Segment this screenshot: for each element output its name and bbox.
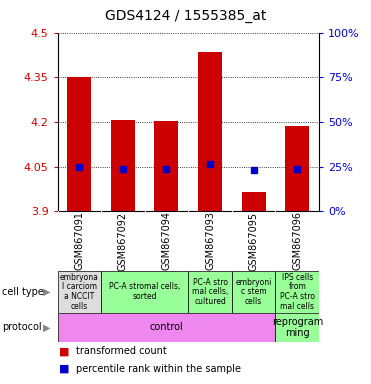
Text: IPS cells
from
PC-A stro
mal cells: IPS cells from PC-A stro mal cells (280, 273, 315, 311)
Text: percentile rank within the sample: percentile rank within the sample (76, 364, 241, 374)
Bar (101, 271, 188, 313)
Text: PC-A stromal cells,
sorted: PC-A stromal cells, sorted (109, 283, 180, 301)
Text: GSM867095: GSM867095 (249, 212, 259, 270)
Text: cell type: cell type (2, 287, 44, 297)
Text: ▶: ▶ (43, 287, 50, 297)
Text: embryoni
c stem
cells: embryoni c stem cells (236, 278, 272, 306)
Bar (111, 120, 135, 211)
Text: reprogram
ming: reprogram ming (272, 316, 323, 338)
Text: control: control (150, 322, 183, 333)
Text: embryona
l carciom
a NCCIT
cells: embryona l carciom a NCCIT cells (60, 273, 99, 311)
Text: protocol: protocol (2, 322, 42, 333)
Text: PC-A stro
mal cells,
cultured: PC-A stro mal cells, cultured (192, 278, 228, 306)
Bar (275, 271, 319, 313)
Bar (154, 121, 178, 211)
Bar (242, 192, 266, 211)
Bar (58, 313, 276, 342)
Text: GSM867096: GSM867096 (292, 212, 302, 270)
Text: transformed count: transformed count (76, 346, 167, 356)
Text: GSM867094: GSM867094 (161, 212, 171, 270)
Bar (285, 126, 309, 211)
Bar (275, 313, 319, 342)
Bar (188, 271, 232, 313)
Text: GSM867091: GSM867091 (74, 212, 84, 270)
Text: GSM867092: GSM867092 (118, 212, 128, 270)
Text: ▶: ▶ (43, 322, 50, 333)
Text: GDS4124 / 1555385_at: GDS4124 / 1555385_at (105, 9, 266, 23)
Text: GSM867093: GSM867093 (205, 212, 215, 270)
Bar (232, 271, 276, 313)
Text: ■: ■ (59, 364, 70, 374)
Bar (67, 77, 91, 211)
Text: ■: ■ (59, 346, 70, 356)
Bar (58, 271, 101, 313)
Bar (198, 52, 222, 211)
